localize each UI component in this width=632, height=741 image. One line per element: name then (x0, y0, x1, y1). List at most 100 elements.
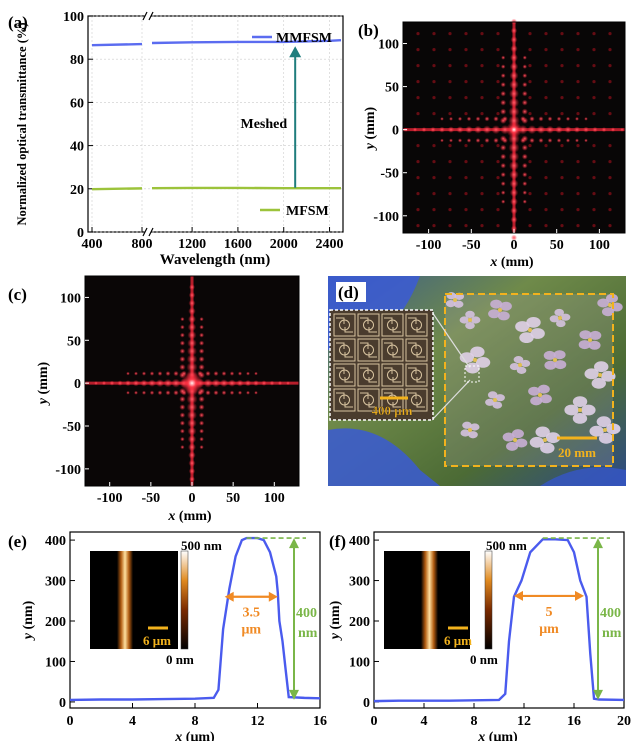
zoom-line-top (431, 311, 471, 369)
diffraction-spot (198, 356, 205, 363)
panel-f-colorbar-bottom: 0 nm (470, 652, 498, 667)
diffraction-spot (173, 370, 179, 377)
diffraction-spot (510, 36, 518, 44)
panel-e-ylabel: y (nm) (21, 600, 36, 641)
diffraction-spot (246, 371, 250, 376)
diffraction-spot (416, 96, 420, 100)
diffraction-spot (277, 380, 283, 386)
diffraction-spot (560, 32, 564, 36)
diffraction-spot (608, 96, 612, 100)
ytick-label: 100 (45, 655, 66, 670)
ytick-label: 300 (45, 575, 66, 590)
height-arrowhead-top (593, 538, 603, 549)
diffraction-spot (237, 371, 243, 376)
mesh-trace (360, 367, 377, 383)
height-value: 400 (296, 606, 317, 621)
mesh-cell (405, 313, 428, 337)
ytick-label: -100 (55, 463, 81, 478)
xtick-label: 50 (226, 491, 240, 506)
diffraction-spot (198, 363, 205, 371)
diffraction-spot (522, 90, 528, 97)
diffraction-spot (432, 32, 436, 36)
diffraction-spot (560, 192, 564, 196)
flower-center (558, 316, 562, 320)
diffraction-spot (528, 112, 532, 116)
panel-c-xlabel: x (mm) (167, 509, 211, 524)
diffraction-spot (528, 32, 532, 36)
diffraction-spot (500, 190, 506, 195)
diffraction-spot (575, 116, 579, 121)
flower-petal (572, 412, 588, 424)
diffraction-spot (556, 138, 562, 143)
panel-f-colorbar (484, 550, 493, 650)
flower-petal (545, 432, 561, 444)
ytick-label: 0 (59, 696, 66, 711)
diffraction-spot (246, 390, 250, 395)
diffraction-spot (538, 116, 544, 122)
ytick-label: 0 (363, 696, 370, 711)
diffraction-spot (464, 80, 468, 84)
flower-petal (579, 330, 592, 340)
flower-petal (459, 352, 475, 364)
diffraction-spot (508, 106, 520, 118)
diffraction-spot (608, 112, 612, 116)
diffraction-spot (94, 381, 98, 386)
flower-petal (495, 394, 505, 402)
diffraction-spot (521, 99, 528, 106)
diffraction-spot (179, 340, 186, 346)
panel-c-ylabel: y (mm) (36, 361, 51, 406)
diffraction-spot (500, 99, 507, 106)
diffraction-spot (261, 380, 267, 386)
diffraction-spot (592, 160, 596, 164)
panel-b-ylabel: y (mm) (363, 106, 378, 151)
diffraction-spot (199, 428, 205, 434)
zoom-line-bottom (431, 379, 471, 421)
diffraction-spot (117, 380, 123, 386)
diffraction-spot (448, 208, 452, 212)
diffraction-spot (165, 390, 171, 396)
diffraction-spot (213, 370, 219, 377)
diffraction-spot (496, 96, 500, 100)
diffraction-spot (447, 126, 455, 133)
diffraction-spot (148, 379, 156, 387)
flower-center (513, 438, 517, 442)
diffraction-spot (508, 142, 520, 154)
diffraction-spot (448, 176, 452, 180)
flower-petal (530, 328, 545, 339)
diffraction-spot (480, 32, 484, 36)
diffraction-spot (491, 125, 501, 135)
diffraction-spot (556, 116, 562, 122)
diffraction-spot (416, 208, 420, 212)
flower-petal (460, 429, 471, 437)
diffraction-spot (484, 137, 490, 144)
diffraction-spot (584, 138, 588, 143)
diffraction-spot (187, 338, 197, 348)
diffraction-spot (500, 162, 507, 169)
panel-f-ylabel: y (nm) (328, 600, 343, 641)
flower-petal (528, 386, 541, 396)
diffraction-spot (432, 176, 436, 180)
panel-a-xtick-label: 400 (82, 237, 103, 252)
flower-petal (560, 313, 571, 321)
flower-center (538, 393, 542, 397)
diffraction-spot (528, 224, 532, 228)
diffraction-spot (592, 208, 596, 212)
diffraction-spot (496, 176, 500, 180)
panel-a-axes-frame (87, 15, 344, 233)
xtick-label: 50 (550, 238, 564, 253)
diffraction-spot (187, 322, 197, 332)
diffraction-spot (496, 32, 500, 36)
diffraction-spot (432, 160, 436, 164)
panel-a-series-mfsm (91, 187, 143, 191)
flower-petal (529, 436, 545, 448)
panel-a-axis-break-mark (142, 227, 148, 237)
diffraction-spot (544, 208, 548, 212)
diffraction-spot (180, 317, 185, 322)
diffraction-spot (186, 393, 198, 405)
mesh-trace (360, 342, 377, 358)
flower-petal (539, 394, 552, 404)
xtick-label: 16 (313, 714, 327, 729)
diffraction-spot (521, 144, 528, 151)
flower-petal (589, 330, 602, 340)
